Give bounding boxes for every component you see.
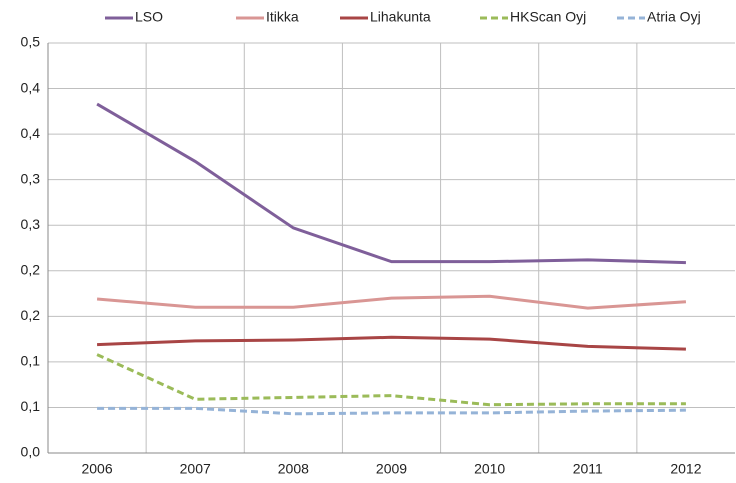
x-tick-label: 2008 [278,461,309,477]
y-tick-label: 0,3 [21,216,41,232]
y-tick-label: 0,0 [21,444,41,460]
legend-label: Itikka [266,9,299,25]
legend-label: LSO [135,9,163,25]
legend-label: HKScan Oyj [510,9,586,25]
x-tick-label: 2009 [376,461,407,477]
series-line [97,335,686,351]
y-tick-label: 0,2 [21,307,41,323]
x-tick-label: 2007 [180,461,211,477]
series-line [96,353,686,407]
series-line [96,294,687,310]
x-tick-label: 2010 [474,461,505,477]
x-tick-label: 2011 [573,461,603,477]
y-tick-label: 0,3 [21,170,41,186]
legend-label: Atria Oyj [647,9,701,25]
y-tick-label: 0,2 [21,261,41,277]
y-tick-label: 0,4 [21,125,41,141]
y-tick-label: 0,1 [21,398,41,414]
series-line [96,102,686,265]
series-line [97,406,686,416]
legend-label: Lihakunta [370,9,431,25]
y-tick-label: 0,4 [21,79,41,95]
y-tick-label: 0,1 [21,353,41,369]
x-tick-label: 2006 [81,461,112,477]
x-tick-label: 2012 [670,461,701,477]
y-tick-label: 0,5 [21,34,41,50]
